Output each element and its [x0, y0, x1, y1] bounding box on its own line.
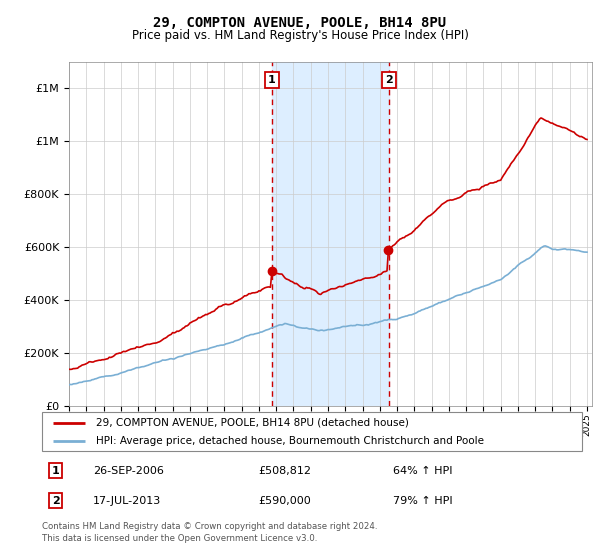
FancyBboxPatch shape	[42, 412, 582, 451]
Text: Price paid vs. HM Land Registry's House Price Index (HPI): Price paid vs. HM Land Registry's House …	[131, 29, 469, 42]
Text: 79% ↑ HPI: 79% ↑ HPI	[393, 496, 452, 506]
Text: 17-JUL-2013: 17-JUL-2013	[94, 496, 161, 506]
Text: 2: 2	[385, 75, 393, 85]
Text: 29, COMPTON AVENUE, POOLE, BH14 8PU: 29, COMPTON AVENUE, POOLE, BH14 8PU	[154, 16, 446, 30]
Text: 1: 1	[52, 465, 59, 475]
Text: 64% ↑ HPI: 64% ↑ HPI	[393, 465, 452, 475]
Text: 29, COMPTON AVENUE, POOLE, BH14 8PU (detached house): 29, COMPTON AVENUE, POOLE, BH14 8PU (det…	[96, 418, 409, 428]
Text: HPI: Average price, detached house, Bournemouth Christchurch and Poole: HPI: Average price, detached house, Bour…	[96, 436, 484, 446]
Text: £508,812: £508,812	[258, 465, 311, 475]
Text: Contains HM Land Registry data © Crown copyright and database right 2024.
This d: Contains HM Land Registry data © Crown c…	[42, 522, 377, 543]
Text: £590,000: £590,000	[258, 496, 311, 506]
Text: 26-SEP-2006: 26-SEP-2006	[94, 465, 164, 475]
Text: 1: 1	[268, 75, 276, 85]
Text: 2: 2	[52, 496, 59, 506]
Bar	[272, 62, 389, 406]
